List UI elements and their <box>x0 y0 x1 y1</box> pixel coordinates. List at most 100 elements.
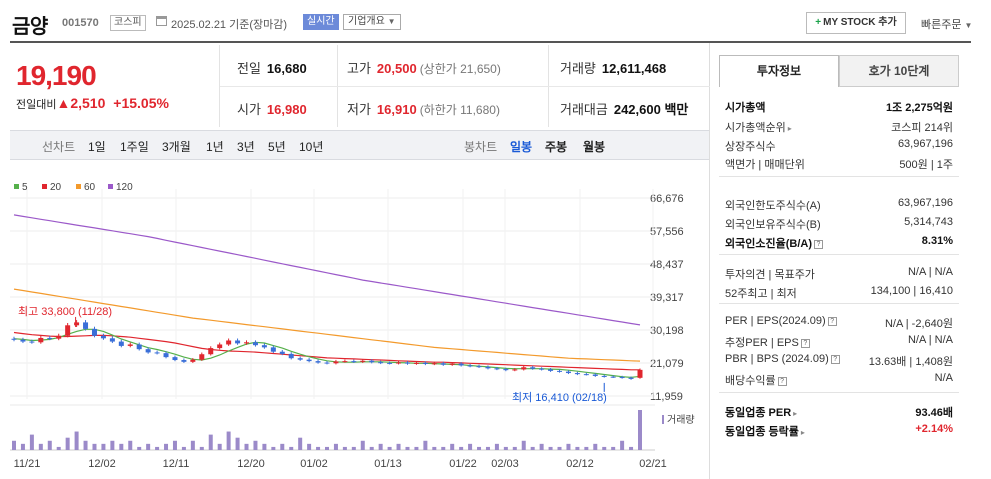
ma120-line <box>13 214 641 326</box>
candle-body <box>91 328 97 336</box>
stock-code: 001570 <box>62 17 99 29</box>
info-row: 외국인소진율(B/A)? 8.31% <box>725 235 953 251</box>
info-value: 93.46배 <box>915 407 953 419</box>
caret-right-icon[interactable]: ▸ <box>787 124 792 133</box>
line-chart-label: 선차트 <box>42 140 76 154</box>
volume-bar <box>289 446 294 450</box>
candle-body <box>172 357 178 361</box>
candle-body <box>404 362 410 364</box>
info-row: 액면가 | 매매단위 500원 | 1주 <box>725 156 953 172</box>
period-5y[interactable]: 5년 <box>268 140 286 154</box>
volume-bar <box>92 443 97 450</box>
change-label: 전일대비 <box>16 99 57 111</box>
period-10y[interactable]: 10년 <box>299 140 324 154</box>
quick-order-button[interactable]: 빠른주문 ▼ <box>921 16 972 32</box>
volume-bar <box>468 443 473 450</box>
period-1y[interactable]: 1년 <box>206 140 224 154</box>
volume-bar <box>226 431 231 450</box>
volume-bar <box>414 446 419 450</box>
candle-body <box>583 374 589 376</box>
x-tick-label: 02/12 <box>566 458 594 470</box>
candle-body <box>315 361 321 363</box>
candle-body <box>252 342 258 346</box>
info-value: 500원 | 1주 <box>899 159 953 171</box>
ma20-line <box>13 331 640 371</box>
volume-bar <box>74 431 79 450</box>
candle-body <box>342 361 348 363</box>
realtime-button[interactable]: 실시간 <box>303 14 339 30</box>
volume-bar <box>244 443 249 450</box>
candle-body <box>190 359 196 362</box>
volume-bar <box>485 446 490 450</box>
candle-body <box>431 363 437 365</box>
volume-bar <box>602 446 607 450</box>
candle-body <box>279 351 285 354</box>
info-value: N/A <box>934 372 953 384</box>
help-icon[interactable]: ? <box>814 239 823 249</box>
quote-high: 고가 20,500 (상한가 21,650) <box>347 58 501 77</box>
volume-bar <box>199 446 204 450</box>
lower-limit: (하한가 11,680) <box>419 103 500 117</box>
market-badge: 코스피 <box>110 15 146 31</box>
volume-bar <box>316 446 321 450</box>
period-1w[interactable]: 1주일 <box>120 140 149 154</box>
price-chart: 66,676 57,556 48,437 39,317 30,198 21,079 11,9… <box>10 182 695 470</box>
candle-body <box>485 366 491 369</box>
tab-order-book[interactable]: 호가 10단계 <box>839 55 959 87</box>
quote-value: 242,600 백만 <box>613 102 689 117</box>
caret-right-icon[interactable]: ▸ <box>793 409 798 418</box>
candle-chart-label: 봉차트 <box>464 140 498 154</box>
panel-divider <box>709 43 710 479</box>
candle-body <box>458 363 464 366</box>
chevron-down-icon: ▼ <box>387 17 396 26</box>
x-tick-label: 12/11 <box>163 458 190 470</box>
help-icon[interactable]: ? <box>800 338 810 348</box>
volume-bar <box>351 446 356 450</box>
candle-body <box>351 361 357 363</box>
candle-body <box>288 353 294 359</box>
volume-bar <box>38 443 43 450</box>
volume-bar <box>405 446 410 450</box>
company-info-dropdown[interactable]: 기업개요 ▼ <box>343 14 401 30</box>
x-tick-label: 01/02 <box>300 458 328 470</box>
period-1d[interactable]: 1일 <box>88 140 106 154</box>
help-icon[interactable]: ? <box>777 376 787 386</box>
volume-bar <box>512 446 517 450</box>
candle-monthly[interactable]: 월봉 <box>583 140 606 154</box>
candle-body <box>503 369 509 371</box>
candle-daily[interactable]: 일봉 <box>510 140 533 154</box>
info-value: N/A | N/A <box>907 334 953 346</box>
volume-bar <box>12 440 16 450</box>
candle-body <box>38 337 44 343</box>
candle-body <box>324 362 330 364</box>
high-annotation: 최고 33,800 (11/28) <box>18 305 112 318</box>
tab-investment-info[interactable]: 투자정보 <box>719 55 839 87</box>
candle-body <box>333 361 339 364</box>
header-divider <box>10 41 971 43</box>
y-tick-label: 21,079 <box>650 358 684 370</box>
candle-weekly[interactable]: 주봉 <box>545 140 568 154</box>
caret-right-icon[interactable]: ▸ <box>800 428 805 437</box>
candle-body <box>74 322 80 326</box>
stock-header: 금양 001570 코스피 2025.02.21 기준(장마감) 실시간 기업개… <box>0 0 991 42</box>
change-percent: +15.05% <box>113 95 169 111</box>
help-icon[interactable]: ? <box>827 316 837 326</box>
period-3y[interactable]: 3년 <box>237 140 255 154</box>
volume-bar <box>342 446 347 450</box>
info-key: 시가총액순위 <box>725 122 786 134</box>
help-icon[interactable]: ? <box>830 354 840 364</box>
volume-bar <box>477 446 482 450</box>
volume-bar <box>56 446 61 450</box>
y-tick-label: 48,437 <box>650 259 684 271</box>
legend-swatch <box>42 184 47 189</box>
candle-body <box>467 365 473 367</box>
candle-body <box>226 340 232 345</box>
info-row: 외국인보유주식수(B) 5,314,743 <box>725 216 953 232</box>
volume-bar <box>208 434 213 450</box>
price-change: 전일대비▲2,510 +15.05% <box>16 95 169 112</box>
info-row: 52주최고 | 최저 134,100 | 16,410 <box>725 285 953 301</box>
info-value: 8.31% <box>921 235 953 247</box>
period-3m[interactable]: 3개월 <box>162 140 191 154</box>
x-tick-label: 02/21 <box>639 458 667 470</box>
my-stock-button[interactable]: + MY STOCK 추가 <box>806 12 906 34</box>
